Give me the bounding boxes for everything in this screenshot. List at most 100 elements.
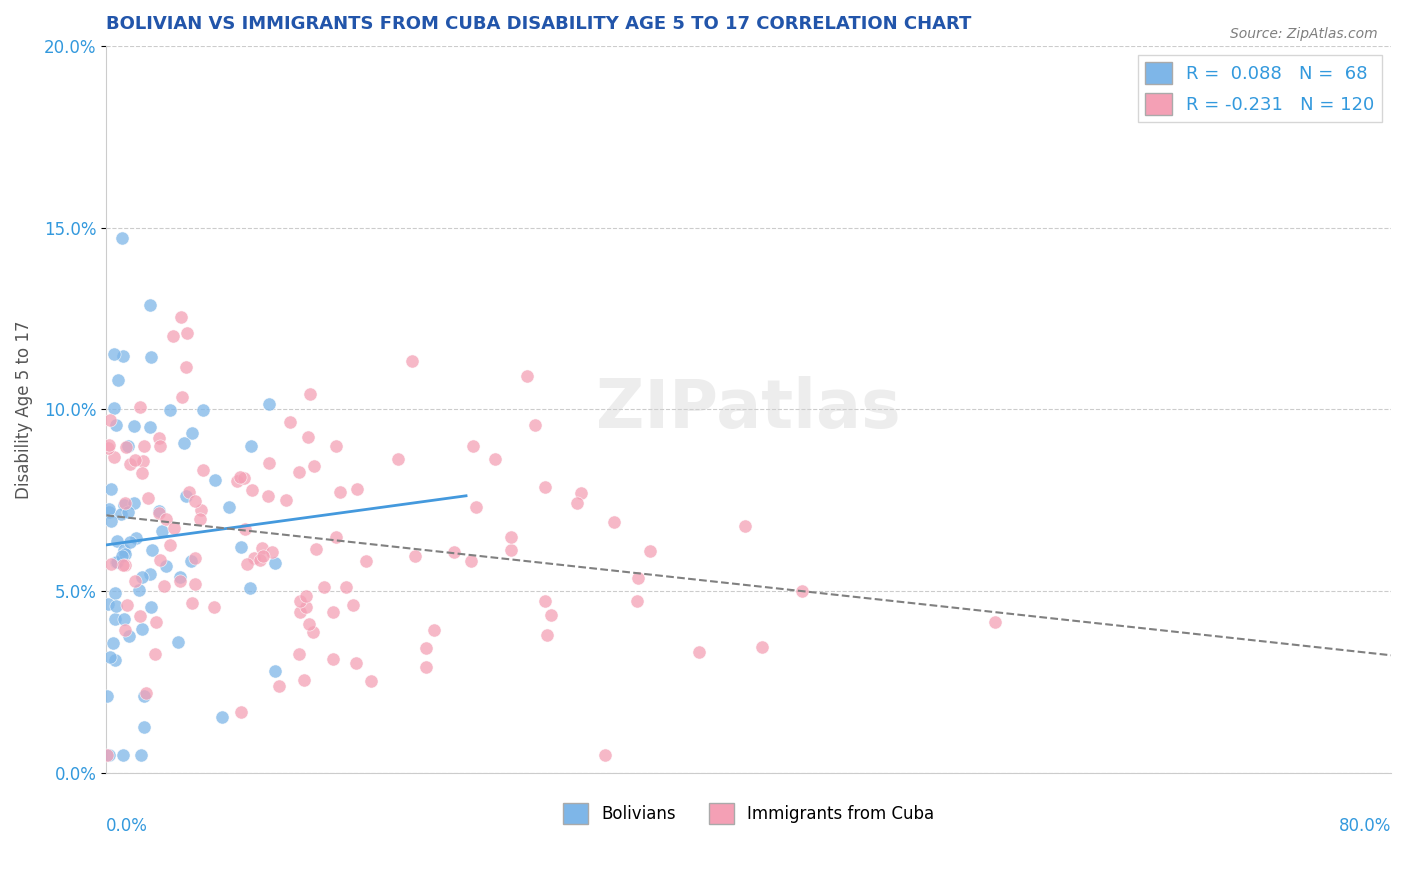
Immigrants from Cuba bbox=[159, 538, 181, 552]
Immigrants from Cuba bbox=[170, 310, 193, 324]
Bolivians bbox=[100, 482, 122, 496]
Bolivians bbox=[150, 524, 173, 538]
Immigrants from Cuba bbox=[305, 541, 328, 556]
Immigrants from Cuba bbox=[181, 596, 204, 610]
Immigrants from Cuba bbox=[114, 496, 136, 510]
Bolivians bbox=[181, 426, 204, 441]
Bolivians bbox=[174, 489, 197, 503]
Bolivians bbox=[111, 747, 134, 762]
Immigrants from Cuba bbox=[322, 652, 344, 666]
Bolivians bbox=[134, 720, 156, 734]
Immigrants from Cuba bbox=[524, 418, 547, 433]
Text: ZIPatlas: ZIPatlas bbox=[596, 376, 901, 442]
Bolivians bbox=[101, 636, 124, 650]
Immigrants from Cuba bbox=[460, 554, 482, 568]
Bolivians bbox=[239, 582, 262, 596]
Immigrants from Cuba bbox=[257, 489, 280, 503]
Bolivians bbox=[105, 599, 128, 614]
Immigrants from Cuba bbox=[98, 438, 121, 452]
Bolivians bbox=[240, 439, 263, 453]
Bolivians bbox=[111, 349, 134, 363]
Immigrants from Cuba bbox=[188, 512, 211, 526]
Bolivians bbox=[193, 403, 215, 417]
Bolivians bbox=[148, 503, 170, 517]
Bolivians bbox=[141, 350, 163, 364]
Immigrants from Cuba bbox=[162, 329, 184, 343]
Bolivians bbox=[167, 634, 190, 648]
Immigrants from Cuba bbox=[115, 599, 138, 613]
Immigrants from Cuba bbox=[443, 545, 465, 559]
Immigrants from Cuba bbox=[415, 660, 437, 674]
Immigrants from Cuba bbox=[262, 545, 284, 559]
Bolivians bbox=[128, 582, 150, 597]
Immigrants from Cuba bbox=[115, 440, 138, 454]
Bolivians bbox=[231, 540, 253, 554]
Immigrants from Cuba bbox=[274, 492, 297, 507]
Immigrants from Cuba bbox=[302, 458, 325, 473]
Immigrants from Cuba bbox=[135, 686, 157, 700]
Immigrants from Cuba bbox=[533, 480, 555, 494]
Immigrants from Cuba bbox=[344, 656, 367, 670]
Immigrants from Cuba bbox=[124, 453, 146, 467]
Bolivians bbox=[103, 401, 125, 415]
Bolivians bbox=[118, 535, 141, 549]
Immigrants from Cuba bbox=[240, 483, 263, 497]
Bolivians bbox=[105, 555, 128, 569]
Immigrants from Cuba bbox=[118, 457, 141, 471]
Immigrants from Cuba bbox=[183, 576, 205, 591]
Immigrants from Cuba bbox=[297, 617, 319, 632]
Immigrants from Cuba bbox=[325, 439, 347, 453]
Immigrants from Cuba bbox=[984, 615, 1007, 630]
Immigrants from Cuba bbox=[226, 474, 249, 488]
Bolivians bbox=[96, 689, 118, 703]
Immigrants from Cuba bbox=[464, 500, 486, 514]
Immigrants from Cuba bbox=[593, 747, 616, 762]
Bolivians bbox=[124, 418, 146, 433]
Immigrants from Cuba bbox=[540, 607, 562, 622]
Immigrants from Cuba bbox=[287, 647, 309, 661]
Bolivians bbox=[107, 373, 129, 387]
Immigrants from Cuba bbox=[112, 558, 135, 572]
Text: 80.0%: 80.0% bbox=[1339, 817, 1391, 835]
Immigrants from Cuba bbox=[688, 645, 710, 659]
Immigrants from Cuba bbox=[149, 553, 172, 567]
Bolivians bbox=[139, 420, 162, 434]
Immigrants from Cuba bbox=[734, 519, 756, 533]
Bolivians bbox=[159, 403, 181, 417]
Immigrants from Cuba bbox=[295, 589, 318, 603]
Immigrants from Cuba bbox=[172, 390, 194, 404]
Immigrants from Cuba bbox=[288, 594, 311, 608]
Bolivians bbox=[124, 531, 146, 545]
Immigrants from Cuba bbox=[252, 549, 274, 563]
Immigrants from Cuba bbox=[100, 557, 122, 571]
Bolivians bbox=[112, 498, 135, 512]
Immigrants from Cuba bbox=[176, 326, 198, 340]
Bolivians bbox=[97, 502, 120, 516]
Bolivians bbox=[114, 547, 136, 561]
Bolivians bbox=[112, 543, 135, 558]
Bolivians bbox=[111, 549, 134, 563]
Immigrants from Cuba bbox=[278, 415, 301, 429]
Immigrants from Cuba bbox=[149, 439, 172, 453]
Immigrants from Cuba bbox=[627, 571, 650, 585]
Bolivians bbox=[131, 570, 153, 584]
Immigrants from Cuba bbox=[516, 368, 538, 383]
Immigrants from Cuba bbox=[114, 623, 136, 637]
Bolivians bbox=[97, 598, 120, 612]
Immigrants from Cuba bbox=[346, 482, 368, 496]
Immigrants from Cuba bbox=[569, 486, 592, 500]
Bolivians bbox=[138, 566, 160, 581]
Bolivians bbox=[103, 347, 125, 361]
Immigrants from Cuba bbox=[356, 554, 378, 568]
Immigrants from Cuba bbox=[153, 578, 176, 592]
Immigrants from Cuba bbox=[136, 491, 159, 505]
Immigrants from Cuba bbox=[335, 580, 357, 594]
Bolivians bbox=[118, 629, 141, 643]
Bolivians bbox=[110, 507, 132, 521]
Bolivians bbox=[112, 612, 135, 626]
Immigrants from Cuba bbox=[297, 430, 319, 444]
Immigrants from Cuba bbox=[302, 625, 325, 640]
Immigrants from Cuba bbox=[295, 600, 318, 615]
Immigrants from Cuba bbox=[103, 450, 125, 464]
Immigrants from Cuba bbox=[229, 470, 252, 484]
